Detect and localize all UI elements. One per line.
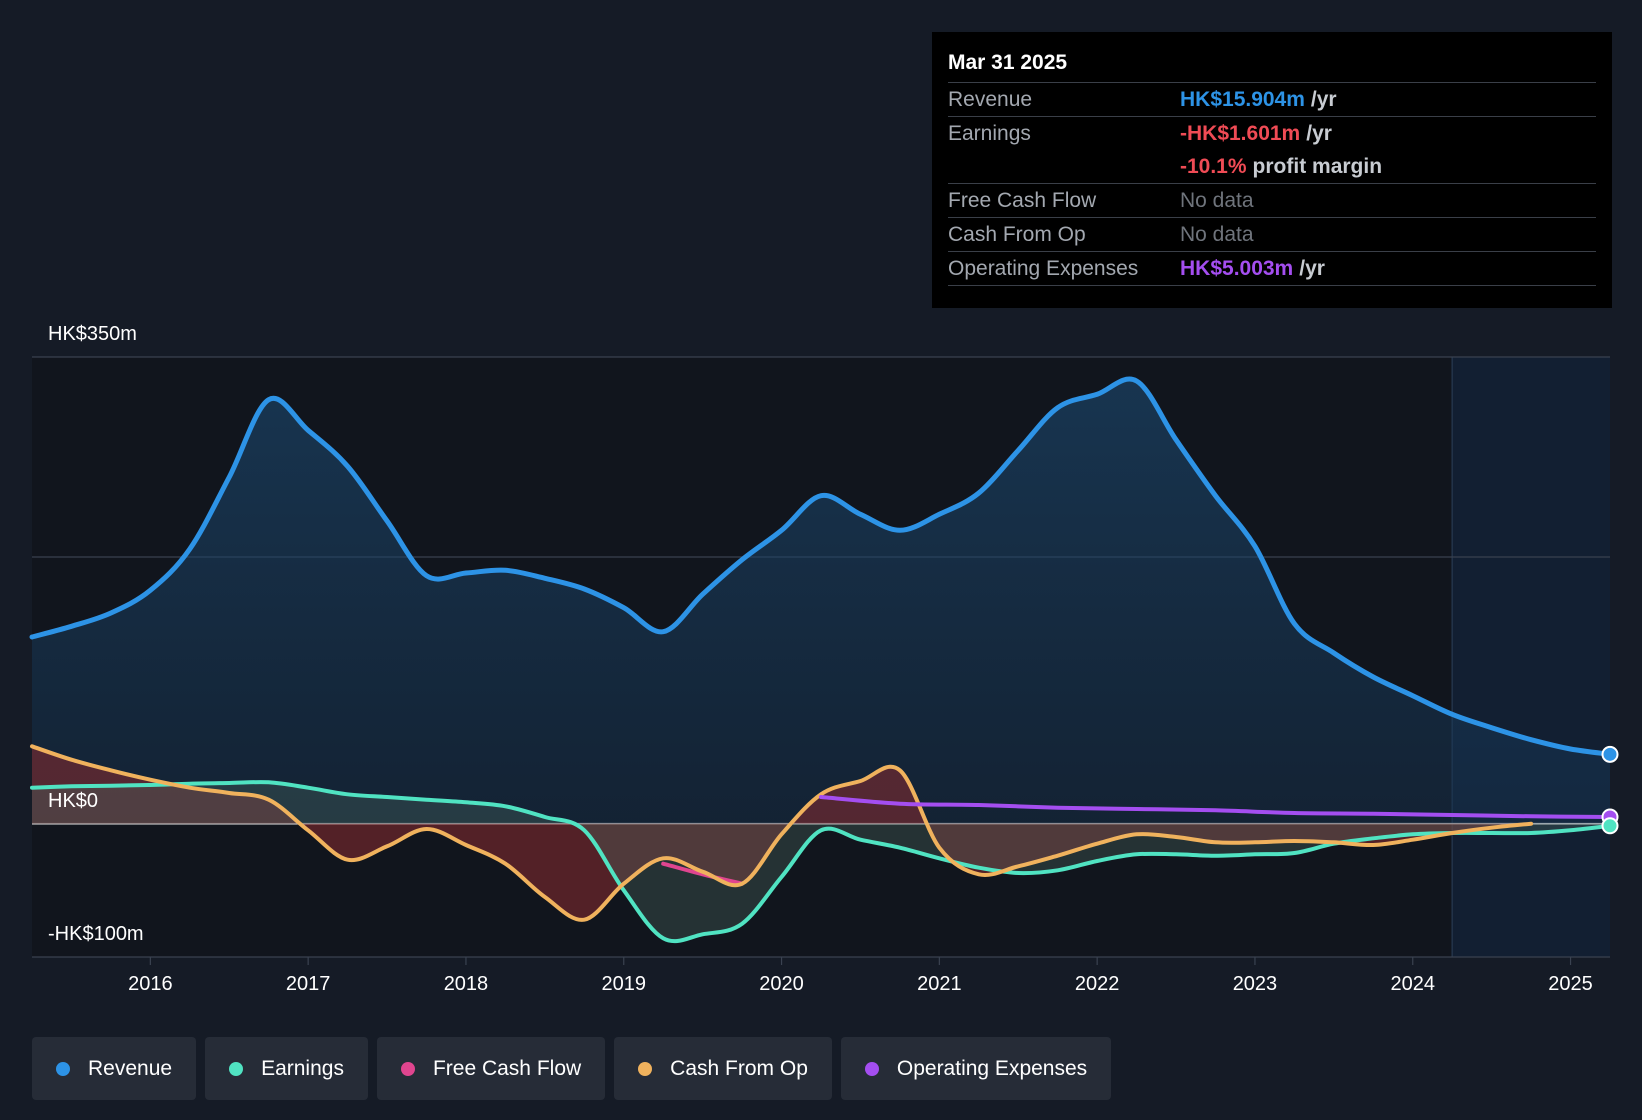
tooltip-unit: profit margin <box>1252 155 1383 178</box>
legend-item-free-cash-flow[interactable]: Free Cash Flow <box>376 1037 606 1100</box>
tooltip-value: HK$15.904m <box>1180 88 1305 111</box>
x-tick-label: 2021 <box>917 973 962 995</box>
tooltip-unit: /yr <box>1306 122 1332 145</box>
cash-from-op-line <box>30 744 1534 922</box>
tooltip: Mar 31 2025 Revenue HK$15.904m /yr Earni… <box>932 32 1612 308</box>
tooltip-date: Mar 31 2025 <box>948 51 1068 74</box>
legend-dot-icon <box>56 1061 70 1076</box>
earnings-end-dot <box>1601 817 1619 835</box>
tooltip-label: Operating Expenses <box>948 257 1139 280</box>
x-tick-label: 2019 <box>602 973 647 995</box>
legend-item-operating-expenses[interactable]: Operating Expenses <box>840 1037 1112 1100</box>
tooltip-value: -10.1% <box>1180 155 1247 178</box>
legend-dot-icon <box>229 1061 244 1076</box>
tooltip-row-earnings: Earnings -HK$1.601m /yr <box>948 116 1596 150</box>
operating-expenses-line <box>819 795 1612 819</box>
y-label-bottom: -HK$100m <box>48 923 144 945</box>
revenue-area <box>32 379 1610 824</box>
tooltip-label: Cash From Op <box>948 223 1086 246</box>
x-tick-label: 2018 <box>444 973 489 995</box>
legend-label: Free Cash Flow <box>432 1056 582 1080</box>
tooltip-unit: /yr <box>1310 88 1337 111</box>
free-cash-flow-line <box>661 861 745 886</box>
tooltip-row-fcf: Free Cash Flow No data <box>948 183 1596 217</box>
tooltip-row-margin: -10.1% profit margin <box>948 150 1596 183</box>
x-tick-label: 2025 <box>1548 973 1593 995</box>
revenue-end-dot <box>1601 745 1619 763</box>
tooltip-value: HK$5.003m <box>1180 257 1294 280</box>
legend-item-cash-from-op[interactable]: Cash From Op <box>614 1037 832 1100</box>
x-tick-label: 2022 <box>1075 973 1120 995</box>
tooltip-label: Free Cash Flow <box>948 189 1097 212</box>
tooltip-value: No data <box>1180 223 1254 246</box>
legend-label: Revenue <box>88 1056 173 1080</box>
forecast-region <box>1452 357 1610 957</box>
legend-dot-icon <box>400 1061 415 1076</box>
tooltip-row-revenue: Revenue HK$15.904m /yr <box>948 82 1596 116</box>
legend-dot-icon <box>864 1061 879 1076</box>
x-tick-label: 2016 <box>128 973 173 995</box>
legend-label: Earnings <box>261 1056 344 1080</box>
tooltip-label: Revenue <box>948 88 1033 111</box>
legend-item-revenue[interactable]: Revenue <box>32 1037 197 1100</box>
legend-label: Operating Expenses <box>896 1056 1088 1080</box>
y-label-top: HK$350m <box>48 323 137 345</box>
legend: Revenue Earnings Free Cash Flow Cash Fro… <box>32 1037 1112 1100</box>
tooltip-unit: /yr <box>1299 257 1325 280</box>
legend-label: Cash From Op <box>670 1056 808 1080</box>
legend-item-earnings[interactable]: Earnings <box>205 1037 368 1100</box>
tooltip-row-cfo: Cash From Op No data <box>948 217 1596 251</box>
tooltip-label: Earnings <box>948 122 1031 145</box>
tooltip-row-opex: Operating Expenses HK$5.003m /yr <box>948 251 1596 286</box>
legend-dot-icon <box>638 1061 653 1076</box>
x-tick-label: 2024 <box>1391 973 1436 995</box>
x-tick-label: 2017 <box>286 973 331 995</box>
y-label-zero: HK$0 <box>48 790 98 812</box>
tooltip-value: -HK$1.601m <box>1180 122 1301 145</box>
tooltip-label-empty <box>948 150 1180 183</box>
x-tick-label: 2023 <box>1233 973 1278 995</box>
revenue-line <box>29 376 1613 757</box>
tooltip-value: No data <box>1180 189 1254 212</box>
earnings-area <box>32 782 1610 942</box>
x-tick-label: 2020 <box>759 973 804 995</box>
